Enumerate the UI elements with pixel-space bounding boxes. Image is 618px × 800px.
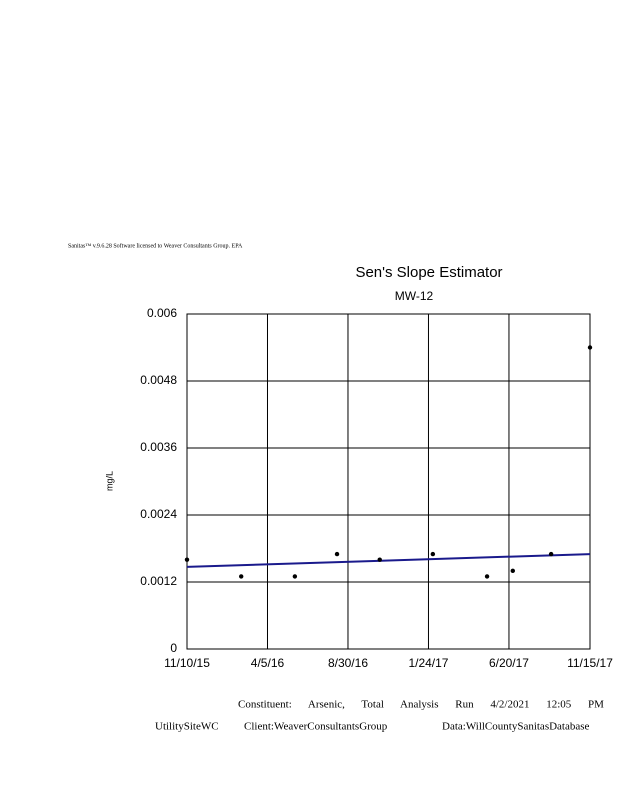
footer-run: Constituent: Arsenic, Total Analysis Run… [238, 699, 604, 711]
x-tick-label: 11/10/15 [164, 656, 210, 670]
y-tick-label: 0.006 [147, 306, 177, 320]
footer-site: UtilitySiteWC [155, 721, 219, 733]
data-point [184, 557, 190, 562]
chart-subtitle: MW-12 [395, 289, 434, 303]
data-point [377, 557, 382, 562]
data-point [239, 574, 244, 579]
y-tick-label: 0.0048 [140, 373, 177, 387]
footer-data: Data:WillCountySanitasDatabase [442, 721, 590, 733]
y-tick-label: 0 [170, 641, 177, 655]
y-tick-label: 0.0024 [140, 507, 177, 521]
trend-line [186, 553, 591, 568]
x-tick-label: 8/30/16 [328, 656, 368, 670]
data-point [334, 551, 340, 557]
data-point [484, 574, 490, 579]
footer-client: Client:WeaverConsultantsGroup [244, 721, 388, 733]
data-point [587, 345, 593, 350]
data-point [430, 551, 436, 557]
data-point [548, 551, 554, 557]
plot-frame [186, 313, 591, 650]
y-tick-label: 0.0012 [140, 574, 177, 588]
y-axis-label: mg/L [104, 471, 114, 491]
x-tick-label: 1/24/17 [408, 656, 448, 670]
y-tick-label: 0.0036 [140, 440, 177, 454]
x-tick-label: 6/20/17 [489, 656, 529, 670]
x-tick-label: 4/5/16 [251, 656, 285, 670]
data-point [292, 574, 298, 579]
chart-title: Sen's Slope Estimator [355, 264, 502, 281]
x-tick-label: 11/15/17 [567, 656, 613, 670]
data-point [510, 568, 515, 574]
header-note: Sanitas™ v.9.6.28 Software licensed to W… [68, 242, 243, 249]
